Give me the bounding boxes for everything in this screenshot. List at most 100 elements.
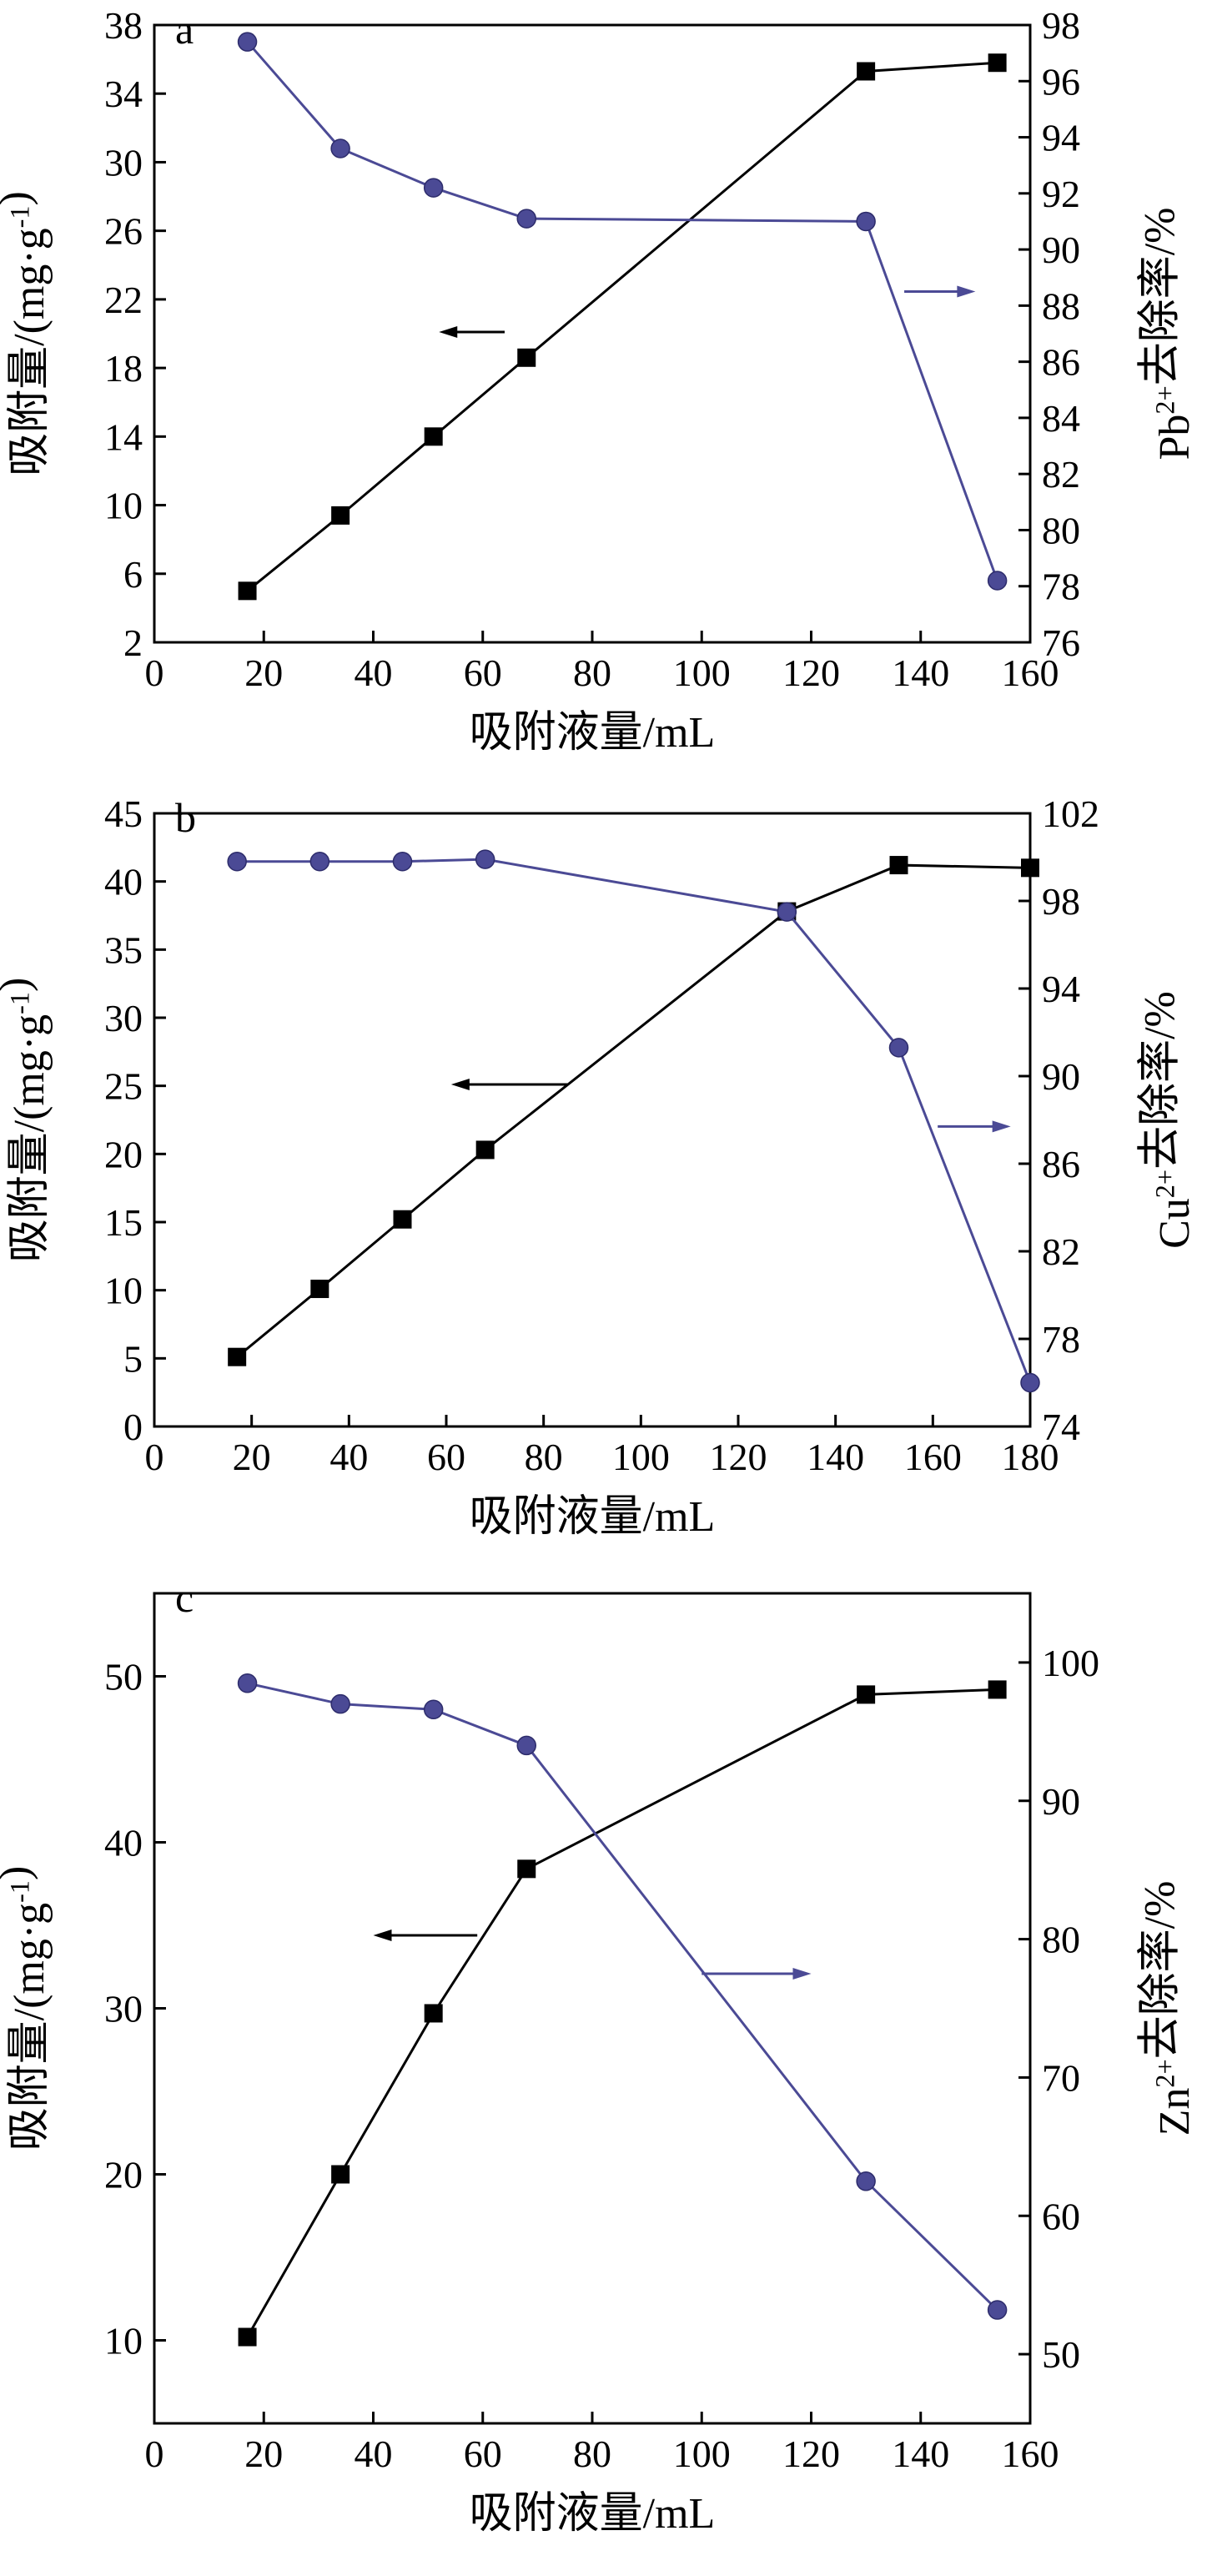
x-tick-label: 60 (427, 1436, 465, 1478)
arrow-head (373, 1929, 392, 1941)
y-right-tick-label: 82 (1042, 1230, 1080, 1273)
x-tick-label: 40 (355, 652, 393, 694)
x-tick-label: 0 (145, 652, 164, 694)
y-left-tick-label: 20 (104, 2154, 143, 2196)
panel-label: a (175, 6, 194, 53)
y-right-tick-label: 90 (1042, 1055, 1080, 1098)
x-tick-label: 160 (1002, 652, 1059, 694)
x-tick-label: 120 (782, 652, 840, 694)
y-left-tick-label: 5 (123, 1337, 143, 1380)
data-point-square (424, 427, 443, 446)
data-point-circle (856, 211, 876, 232)
x-tick-label: 140 (892, 652, 949, 694)
data-point-circle (987, 571, 1008, 591)
y-left-axis-label: 吸附量/(mg·g-1) (0, 978, 53, 1263)
data-point-circle (392, 852, 413, 872)
y-left-tick-label: 34 (104, 73, 143, 115)
y-right-tick-label: 70 (1042, 2056, 1080, 2099)
y-right-tick-label: 102 (1042, 792, 1099, 835)
x-tick-label: 20 (244, 652, 283, 694)
data-point-square (228, 1347, 247, 1366)
plot-frame (153, 23, 1032, 644)
y-right-axis-label: Cu2+去除率/% (1136, 991, 1199, 1249)
y-right-tick-label: 76 (1042, 621, 1080, 664)
y-left-tick-label: 6 (123, 553, 143, 596)
y-right-tick-label: 82 (1042, 453, 1080, 496)
series-line-removal-rate (237, 858, 1032, 1384)
y-right-tick-label: 80 (1042, 1919, 1080, 1961)
x-tick-label: 100 (673, 2433, 731, 2475)
y-left-tick-label: 10 (104, 485, 143, 527)
y-left-tick-label: 25 (104, 1065, 143, 1108)
y-right-tick-label: 88 (1042, 284, 1080, 327)
y-right-tick-label: 92 (1042, 173, 1080, 215)
y-right-tick-label: 84 (1042, 397, 1080, 440)
y-right-tick-label: 50 (1042, 2333, 1080, 2376)
arrow-head (450, 1079, 470, 1091)
plot-frame (153, 812, 1032, 1428)
arrow-head (439, 325, 458, 338)
y-right-axis-label: Pb2+去除率/% (1136, 208, 1199, 460)
arrow-head (957, 285, 976, 298)
y-right-tick-label: 86 (1042, 341, 1080, 384)
x-tick-label: 40 (355, 2433, 393, 2475)
x-tick-label: 60 (464, 652, 502, 694)
data-point-square (424, 2004, 443, 2023)
y-right-tick-label: 96 (1042, 60, 1080, 103)
y-right-tick-label: 80 (1042, 509, 1080, 551)
chart-panel-b: 0 20 40 60 80 100 120 140 160 180 0 5 10 15 20 25 30 35 40… (0, 792, 1199, 1541)
y-left-tick-label: 30 (104, 1988, 143, 2030)
y-left-tick-label: 35 (104, 928, 143, 971)
data-point-square (889, 856, 908, 875)
y-left-tick-label: 45 (104, 792, 143, 835)
data-point-square (331, 2165, 350, 2184)
arrow-right-icon (904, 285, 976, 298)
series-line-removal-rate (246, 41, 999, 581)
y-right-tick-label: 98 (1042, 4, 1080, 47)
x-axis-label: 吸附液量/mL (470, 709, 716, 757)
y-left-tick-label: 30 (104, 141, 143, 184)
y-left-tick-label: 10 (104, 2320, 143, 2362)
data-point-circle (237, 32, 258, 52)
x-tick-label: 160 (904, 1436, 962, 1478)
data-point-square (988, 53, 1007, 73)
y-left-tick-label: 26 (104, 210, 143, 253)
x-tick-label: 40 (329, 1436, 368, 1478)
arrow-right-icon (702, 1968, 812, 1980)
x-tick-label: 100 (673, 652, 731, 694)
data-point-circle (856, 2171, 876, 2191)
data-point-square (331, 506, 350, 525)
y-left-tick-label: 22 (104, 279, 143, 321)
y-right-tick-label: 90 (1042, 1780, 1080, 1823)
arrow-left-icon (450, 1079, 568, 1091)
data-point-square (238, 581, 257, 601)
data-point-circle (475, 849, 495, 869)
y-left-tick-label: 2 (123, 621, 143, 664)
y-right-tick-label: 60 (1042, 2195, 1080, 2237)
arrow-right-icon (938, 1120, 1011, 1133)
data-point-circle (777, 902, 797, 922)
x-tick-label: 20 (244, 2433, 283, 2475)
panel-label: c (175, 1574, 194, 1621)
data-point-circle (237, 1673, 258, 1693)
data-point-square (517, 348, 536, 367)
y-right-tick-label: 98 (1042, 880, 1080, 923)
panel-label: b (175, 794, 196, 841)
y-right-tick-label: 78 (1042, 566, 1080, 608)
x-tick-label: 0 (145, 2433, 164, 2475)
y-right-tick-label: 86 (1042, 1143, 1080, 1185)
data-point-square (393, 1210, 412, 1229)
data-point-square (310, 1280, 329, 1299)
x-tick-label: 180 (1002, 1436, 1059, 1478)
y-left-tick-label: 10 (104, 1270, 143, 1312)
y-left-tick-label: 18 (104, 347, 143, 390)
data-point-square (475, 1140, 495, 1160)
x-tick-label: 120 (782, 2433, 840, 2475)
x-tick-label: 60 (464, 2433, 502, 2475)
x-tick-label: 100 (612, 1436, 670, 1478)
y-left-tick-label: 20 (104, 1133, 143, 1175)
y-left-axis-label: 吸附量/(mg·g-1) (0, 191, 53, 476)
data-point-circle (423, 1699, 444, 1720)
chart-panel-a: 0 20 40 60 80 100 120 140 1602610141822263034387… (0, 4, 1199, 757)
